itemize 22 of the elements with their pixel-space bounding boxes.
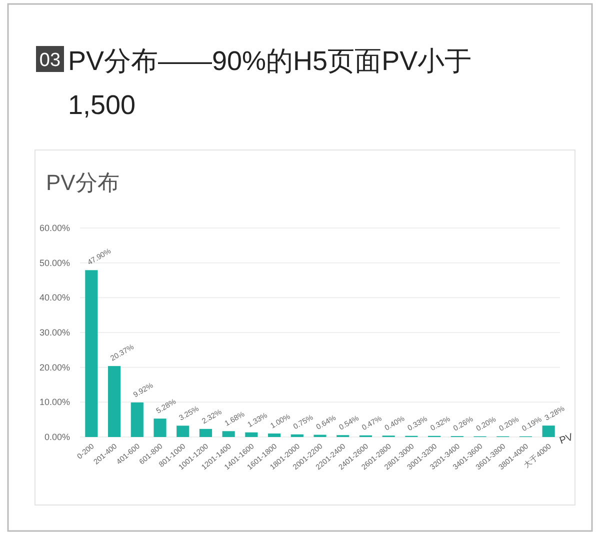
x-axis-title: PV (558, 432, 575, 447)
y-tick-label: 20.00% (39, 362, 70, 372)
y-tick-label: 30.00% (39, 328, 70, 338)
y-tick-label: 10.00% (39, 397, 70, 408)
bar (290, 434, 304, 437)
bar (245, 432, 258, 437)
y-tick-label: 60.00% (39, 223, 70, 233)
y-tick-label: 50.00% (39, 258, 70, 268)
bar (85, 270, 98, 437)
bar (130, 402, 144, 437)
chart-title: PV分布——90%的H5页面PV小于 1,500 (68, 46, 472, 120)
bar (199, 428, 212, 437)
chart-subtitle: PV分布 (46, 170, 120, 195)
bar (108, 366, 121, 437)
bar (268, 434, 281, 437)
bar (176, 426, 190, 437)
bar (542, 426, 555, 437)
bar (222, 431, 235, 437)
y-tick-label: 40.00% (39, 292, 70, 303)
badge: 03 (36, 46, 64, 72)
y-tick-label: 0.00% (44, 432, 70, 442)
bar (154, 418, 166, 437)
